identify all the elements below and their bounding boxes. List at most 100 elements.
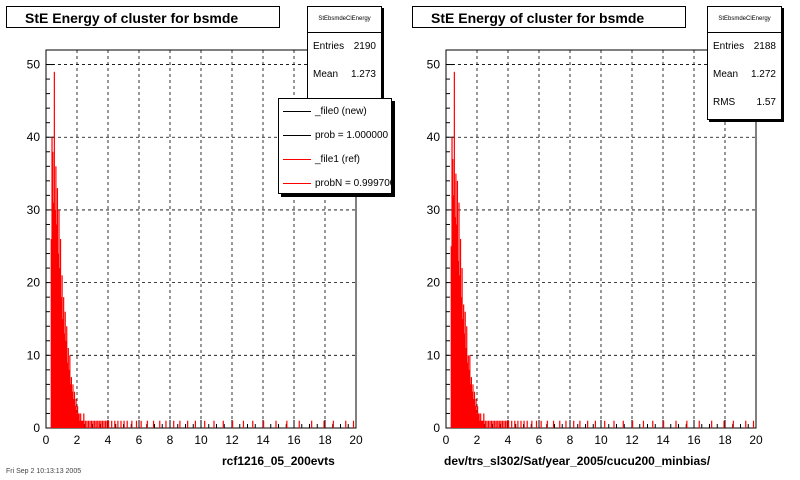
histogram-bar: [79, 420, 81, 428]
histogram-bar: [95, 420, 97, 428]
histogram-bar: [546, 420, 548, 428]
histogram-bar: [77, 406, 79, 428]
histogram-bar: [484, 420, 486, 428]
x-tick-label: 14: [656, 433, 670, 447]
histogram-bar: [480, 420, 483, 428]
histogram-bar: [52, 151, 54, 428]
y-tick-label: 30: [27, 203, 41, 217]
histogram-bar: [87, 420, 90, 428]
histogram-bar: [492, 420, 494, 428]
histogram-bar: [78, 413, 80, 428]
stats-label: Entries: [713, 41, 745, 52]
histogram-bar: [52, 202, 55, 428]
histogram-bar: [159, 420, 161, 428]
histogram-bar: [514, 420, 516, 428]
histogram-bar: [745, 420, 747, 428]
histogram-bar: [117, 420, 119, 428]
histogram-bar: [594, 420, 596, 428]
histogram-bar: [504, 420, 507, 428]
histogram-bar: [511, 420, 513, 428]
histogram-bar: [55, 166, 57, 429]
histogram-bar: [50, 239, 52, 428]
histogram-bar: [75, 398, 77, 428]
histogram-bar: [275, 420, 277, 428]
histogram-bar: [463, 333, 466, 428]
histogram-bar: [711, 420, 713, 428]
histogram-bar: [470, 377, 472, 428]
histogram-bar: [70, 384, 72, 428]
histogram-bar: [487, 420, 490, 428]
histogram-bar: [462, 318, 464, 428]
stats-row-rms: RMS 1.57: [708, 89, 781, 117]
histogram-bar: [501, 420, 503, 428]
x-tick-label: 2: [74, 433, 81, 447]
histogram-bar: [467, 355, 469, 428]
histogram-bar: [74, 406, 76, 428]
histogram-bar: [86, 420, 88, 428]
x-tick-label: 18: [718, 433, 732, 447]
plot-title: StE Energy of cluster for bsmde: [412, 6, 686, 28]
histogram-bar: [494, 420, 496, 428]
histogram-bar: [101, 420, 103, 428]
stats-value: 2188: [753, 41, 776, 52]
histogram-bar: [263, 420, 265, 428]
histogram-bar: [204, 420, 206, 428]
histogram-bar: [179, 420, 181, 428]
histogram-bar: [559, 420, 561, 428]
histogram-bar: [51, 137, 53, 428]
histogram-bar: [526, 420, 528, 428]
y-tick-label: 20: [27, 276, 41, 290]
legend-swatch: [283, 110, 311, 112]
histogram-bar: [642, 420, 645, 428]
plot-title: StE Energy of cluster for bsmde: [6, 6, 280, 28]
histogram-bar: [481, 420, 483, 428]
histogram-bar: [82, 420, 84, 428]
histogram-bar: [103, 420, 105, 428]
y-tick-label: 40: [427, 130, 441, 144]
histogram-bar: [64, 311, 66, 428]
histogram-bar: [732, 420, 734, 428]
stats-row-entries: Entries 2190: [308, 33, 381, 61]
histogram-bar: [232, 420, 234, 428]
histogram-bar: [520, 420, 522, 428]
histogram-bar: [66, 362, 69, 428]
x-tick-label: 12: [625, 433, 639, 447]
stats-label: Mean: [713, 69, 739, 80]
histogram-bar: [486, 420, 488, 428]
stats-name: StEbsmdeClEnergy: [308, 7, 381, 33]
histogram-bar: [80, 420, 83, 428]
histogram-bar: [90, 420, 93, 428]
stats-value: 1.273: [350, 69, 376, 80]
histogram-bar: [471, 391, 473, 428]
histogram-bar: [489, 420, 491, 428]
stats-value: 2190: [353, 41, 376, 52]
legend: _file0 (new) prob = 1.000000 _file1 (ref…: [278, 98, 392, 194]
y-tick-label: 10: [427, 348, 441, 362]
histogram-bar: [652, 420, 654, 428]
y-tick-label: 0: [433, 421, 440, 435]
histogram-bar: [723, 420, 725, 428]
histogram-bar: [503, 420, 505, 428]
x-tick-label: 6: [136, 433, 143, 447]
x-axis-caption: dev/trs_sl302/Sat/year_2005/cucu200_minb…: [444, 454, 711, 468]
histogram-bar: [71, 391, 73, 428]
histogram-bar: [140, 420, 142, 428]
histogram-bar: [59, 268, 61, 428]
histogram-bar: [675, 420, 677, 428]
histogram-bar: [506, 420, 508, 428]
histogram-bar: [77, 413, 79, 428]
histogram-bar: [500, 420, 502, 428]
y-tick-label: 0: [33, 421, 40, 435]
histogram-bar: [477, 406, 479, 428]
histogram-bar: [286, 420, 288, 428]
histogram-bar: [194, 420, 196, 428]
histogram-bar: [298, 420, 300, 428]
x-tick-label: 20: [349, 433, 363, 447]
x-tick-label: 0: [443, 433, 450, 447]
x-tick-label: 10: [594, 433, 608, 447]
histogram-bar: [57, 253, 59, 428]
histogram-bar: [535, 420, 538, 428]
histogram-bar: [352, 420, 355, 428]
histogram-bar: [451, 137, 453, 428]
histogram-bar: [632, 420, 634, 428]
